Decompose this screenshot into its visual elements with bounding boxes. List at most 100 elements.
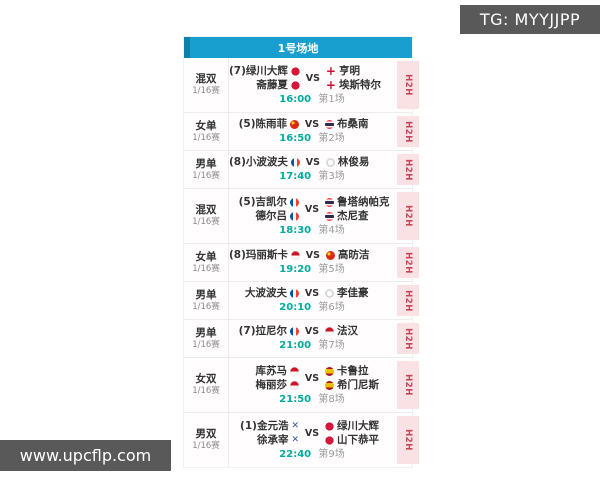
team-left: (8)玛丽斯卡 — [229, 249, 300, 262]
match-round-label: 1/16赛 — [192, 339, 220, 350]
match-time: 16:00 — [279, 93, 312, 105]
player-name: (5)吉凯尔 — [238, 195, 287, 208]
vs-label: VS — [305, 250, 320, 261]
time-line: 22:40 第9场 — [229, 449, 395, 461]
thailand-flag-icon — [325, 197, 334, 207]
match-line: 大波波夫 VS 李佳豪 — [229, 287, 395, 300]
france-flag-icon — [290, 158, 300, 167]
match-type-cell: 混双 1/16赛 — [184, 189, 229, 243]
denmark-flag-icon: + — [325, 63, 336, 78]
vs-label: VS — [304, 203, 320, 215]
team-right: 鲁塔纳帕克 杰尼查 — [325, 196, 395, 223]
player-line: (7)绿川大辉 — [229, 65, 300, 78]
japan-flag-icon — [325, 435, 334, 445]
match-row: 混双 1/16赛 (5)吉凯尔 德尔吕 VS 鲁塔纳帕克 杰尼查 18:30 第4场… — [184, 188, 419, 243]
h2h-inner: H2H — [397, 323, 419, 354]
player-name: 法汉 — [337, 325, 358, 337]
match-line: (8)玛丽斯卡 VS 高昉洁 — [229, 249, 395, 262]
team-right: 林俊易 — [325, 156, 395, 169]
time-line: 18:30 第4场 — [229, 225, 395, 237]
player-line: (5)吉凯尔 — [229, 196, 299, 209]
player-line: 杰尼查 — [325, 210, 395, 223]
player-name: 布桑南 — [337, 118, 369, 130]
h2h-inner: H2H — [397, 285, 419, 316]
match-line: (8)小波波夫 VS 林俊易 — [229, 156, 395, 169]
vs-label: VS — [304, 372, 320, 384]
match-game-number: 第5场 — [318, 264, 345, 275]
h2h-label: H2H — [402, 374, 413, 396]
team-left: (7)绿川大辉 斋藤夏 — [229, 65, 300, 92]
telegram-watermark-badge: TG: MYYJJPP — [460, 5, 600, 34]
h2h-inner: H2H — [397, 116, 419, 147]
vs-label: VS — [304, 427, 320, 439]
player-line: 德尔吕 — [229, 210, 299, 223]
h2h-button[interactable]: H2H — [395, 113, 419, 150]
match-type-label: 混双 — [195, 73, 217, 85]
player-name: 杰尼查 — [337, 209, 369, 222]
h2h-button[interactable]: H2H — [395, 358, 419, 412]
match-main-cell: 大波波夫 VS 李佳豪 20:10 第6场 — [229, 282, 395, 319]
team-left: (8)小波波夫 — [229, 156, 300, 169]
match-round-label: 1/16赛 — [192, 86, 220, 96]
h2h-button[interactable]: H2H — [395, 151, 419, 188]
match-type-cell: 男单 1/16赛 — [184, 320, 229, 357]
match-main-cell: (7)拉尼尔 VS 法汉 21:00 第7场 — [229, 320, 395, 357]
match-line: 库苏马 梅丽莎 VS 卡鲁拉 希门尼斯 — [229, 365, 395, 392]
team-right: 绿川大辉 山下恭平 — [325, 420, 395, 447]
match-round-label: 1/16赛 — [192, 132, 220, 143]
france-flag-icon — [290, 211, 299, 221]
player-name: 德尔吕 — [255, 209, 288, 222]
korea-flag-icon: ✕ — [291, 434, 299, 445]
thailand-flag-icon — [325, 211, 334, 221]
team-left: (5)陈雨菲 — [229, 118, 299, 131]
time-line: 20:10 第6场 — [229, 302, 395, 314]
indonesia-flag-icon — [290, 251, 300, 260]
match-type-label: 女双 — [195, 373, 217, 385]
indonesia-flag-icon — [325, 327, 334, 336]
player-name: (5)陈雨菲 — [238, 118, 287, 130]
player-line: 徐承宰 ✕ — [229, 434, 299, 447]
match-type-label: 男单 — [195, 157, 217, 170]
player-line: 山下恭平 — [325, 434, 395, 447]
time-line: 19:20 第5场 — [229, 264, 395, 276]
h2h-label: H2H — [402, 251, 413, 274]
taipei-flag-icon — [325, 158, 335, 167]
player-name: 山下恭平 — [337, 433, 379, 446]
match-type-cell: 男单 1/16赛 — [184, 151, 229, 188]
indonesia-flag-icon — [290, 366, 299, 376]
match-time: 22:40 — [279, 448, 312, 460]
player-name: 高昉洁 — [337, 249, 370, 261]
player-line: (8)小波波夫 — [229, 156, 300, 169]
team-left: (5)吉凯尔 德尔吕 — [229, 196, 299, 223]
match-type-label: 男单 — [195, 288, 217, 301]
match-row: 男单 1/16赛 (8)小波波夫 VS 林俊易 17:40 第3场 H2H — [184, 150, 419, 188]
player-line: 布桑南 — [325, 118, 395, 131]
match-type-cell: 男单 1/16赛 — [184, 282, 229, 319]
player-name: 埃斯特尔 — [338, 78, 381, 91]
h2h-button[interactable]: H2H — [395, 282, 419, 319]
h2h-button[interactable]: H2H — [395, 320, 419, 357]
match-time: 21:00 — [279, 340, 312, 351]
match-time: 20:10 — [279, 302, 312, 313]
player-name: (1)金元浩 — [240, 419, 289, 432]
spain-flag-icon — [325, 366, 334, 376]
match-main-cell: (8)小波波夫 VS 林俊易 17:40 第3场 — [229, 151, 395, 188]
h2h-button[interactable]: H2H — [395, 189, 419, 243]
china-flag-icon — [325, 251, 335, 260]
match-type-label: 混双 — [195, 204, 217, 216]
player-line: 库苏马 — [229, 365, 299, 378]
match-round-label: 1/16赛 — [192, 170, 220, 181]
match-row: 混双 1/16赛 (7)绿川大辉 斋藤夏 VS + 亨明 + 埃斯特尔 16:00 第1… — [184, 58, 419, 112]
h2h-label: H2H — [402, 429, 413, 451]
match-main-cell: (8)玛丽斯卡 VS 高昉洁 19:20 第5场 — [229, 244, 395, 281]
court-header: 1号场地 — [184, 37, 412, 58]
team-left: (1)金元浩 ✕ 徐承宰 ✕ — [229, 420, 299, 447]
h2h-inner: H2H — [397, 361, 419, 409]
h2h-button[interactable]: H2H — [395, 244, 419, 281]
h2h-button[interactable]: H2H — [395, 58, 419, 112]
france-flag-icon — [290, 197, 299, 207]
indonesia-flag-icon — [290, 380, 299, 390]
h2h-button[interactable]: H2H — [395, 413, 419, 467]
team-right: 卡鲁拉 希门尼斯 — [325, 365, 395, 392]
match-time: 16:50 — [279, 133, 312, 144]
